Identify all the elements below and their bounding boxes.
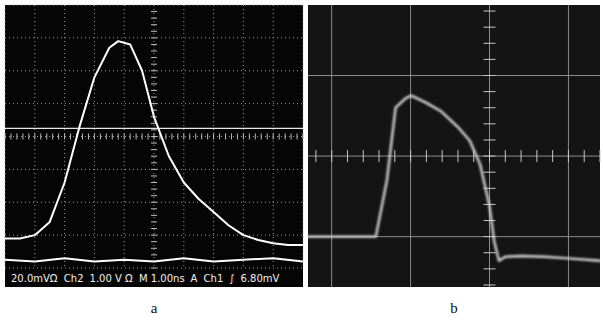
grid-line bbox=[410, 5, 411, 287]
grid-line bbox=[94, 5, 95, 268]
panel-label: b bbox=[450, 300, 458, 316]
status-text: M 1.00ns bbox=[139, 273, 185, 284]
minor-ticks bbox=[5, 12, 303, 268]
grid-line bbox=[124, 5, 125, 268]
grid-line bbox=[489, 5, 490, 287]
grid-line bbox=[5, 5, 303, 6]
grid-line bbox=[5, 136, 303, 137]
trace bbox=[5, 41, 303, 245]
trace bbox=[5, 258, 303, 261]
trigger-level bbox=[5, 128, 303, 129]
grid-line bbox=[5, 5, 6, 268]
grid-line bbox=[5, 202, 303, 203]
grid-line bbox=[64, 5, 65, 268]
panel bbox=[308, 5, 600, 287]
plot-area bbox=[308, 96, 600, 261]
grid-line bbox=[308, 75, 600, 76]
grid-line bbox=[308, 156, 600, 157]
grid-line bbox=[568, 5, 569, 287]
screen bbox=[308, 5, 600, 287]
minor-ticks bbox=[316, 11, 600, 285]
plot-area bbox=[5, 41, 303, 261]
status-text: A bbox=[191, 273, 198, 284]
grid-line bbox=[213, 5, 214, 268]
grid-line bbox=[5, 103, 303, 104]
status-text: ∫ bbox=[229, 273, 234, 284]
figure: 20.0mVΩ Ch2 1.00 V Ω M 1.00ns A Ch1 ∫ 6.80mV a b bbox=[0, 0, 603, 327]
grid-line bbox=[5, 235, 303, 236]
status-text: Ch2 bbox=[64, 273, 84, 284]
grid-line bbox=[5, 268, 303, 269]
grid-line bbox=[243, 5, 244, 268]
screen bbox=[5, 5, 303, 287]
grid-line bbox=[5, 37, 303, 38]
grid-line bbox=[183, 5, 184, 268]
grid-line bbox=[5, 70, 303, 71]
grid-line bbox=[273, 5, 274, 268]
status-text: 6.80mV bbox=[241, 273, 280, 284]
status-text: 1.00 V Ω bbox=[90, 273, 133, 284]
grid-line bbox=[34, 5, 35, 268]
status-text: 20.0mVΩ bbox=[11, 273, 58, 284]
grid-line bbox=[5, 169, 303, 170]
status-text: Ch1 bbox=[204, 273, 224, 284]
panel: 20.0mVΩ Ch2 1.00 V Ω M 1.00ns A Ch1 ∫ 6.80mV bbox=[5, 5, 303, 287]
grid-line bbox=[303, 5, 304, 268]
grid-line bbox=[331, 5, 332, 287]
panel-label: a bbox=[151, 300, 158, 316]
trace bbox=[308, 96, 600, 261]
